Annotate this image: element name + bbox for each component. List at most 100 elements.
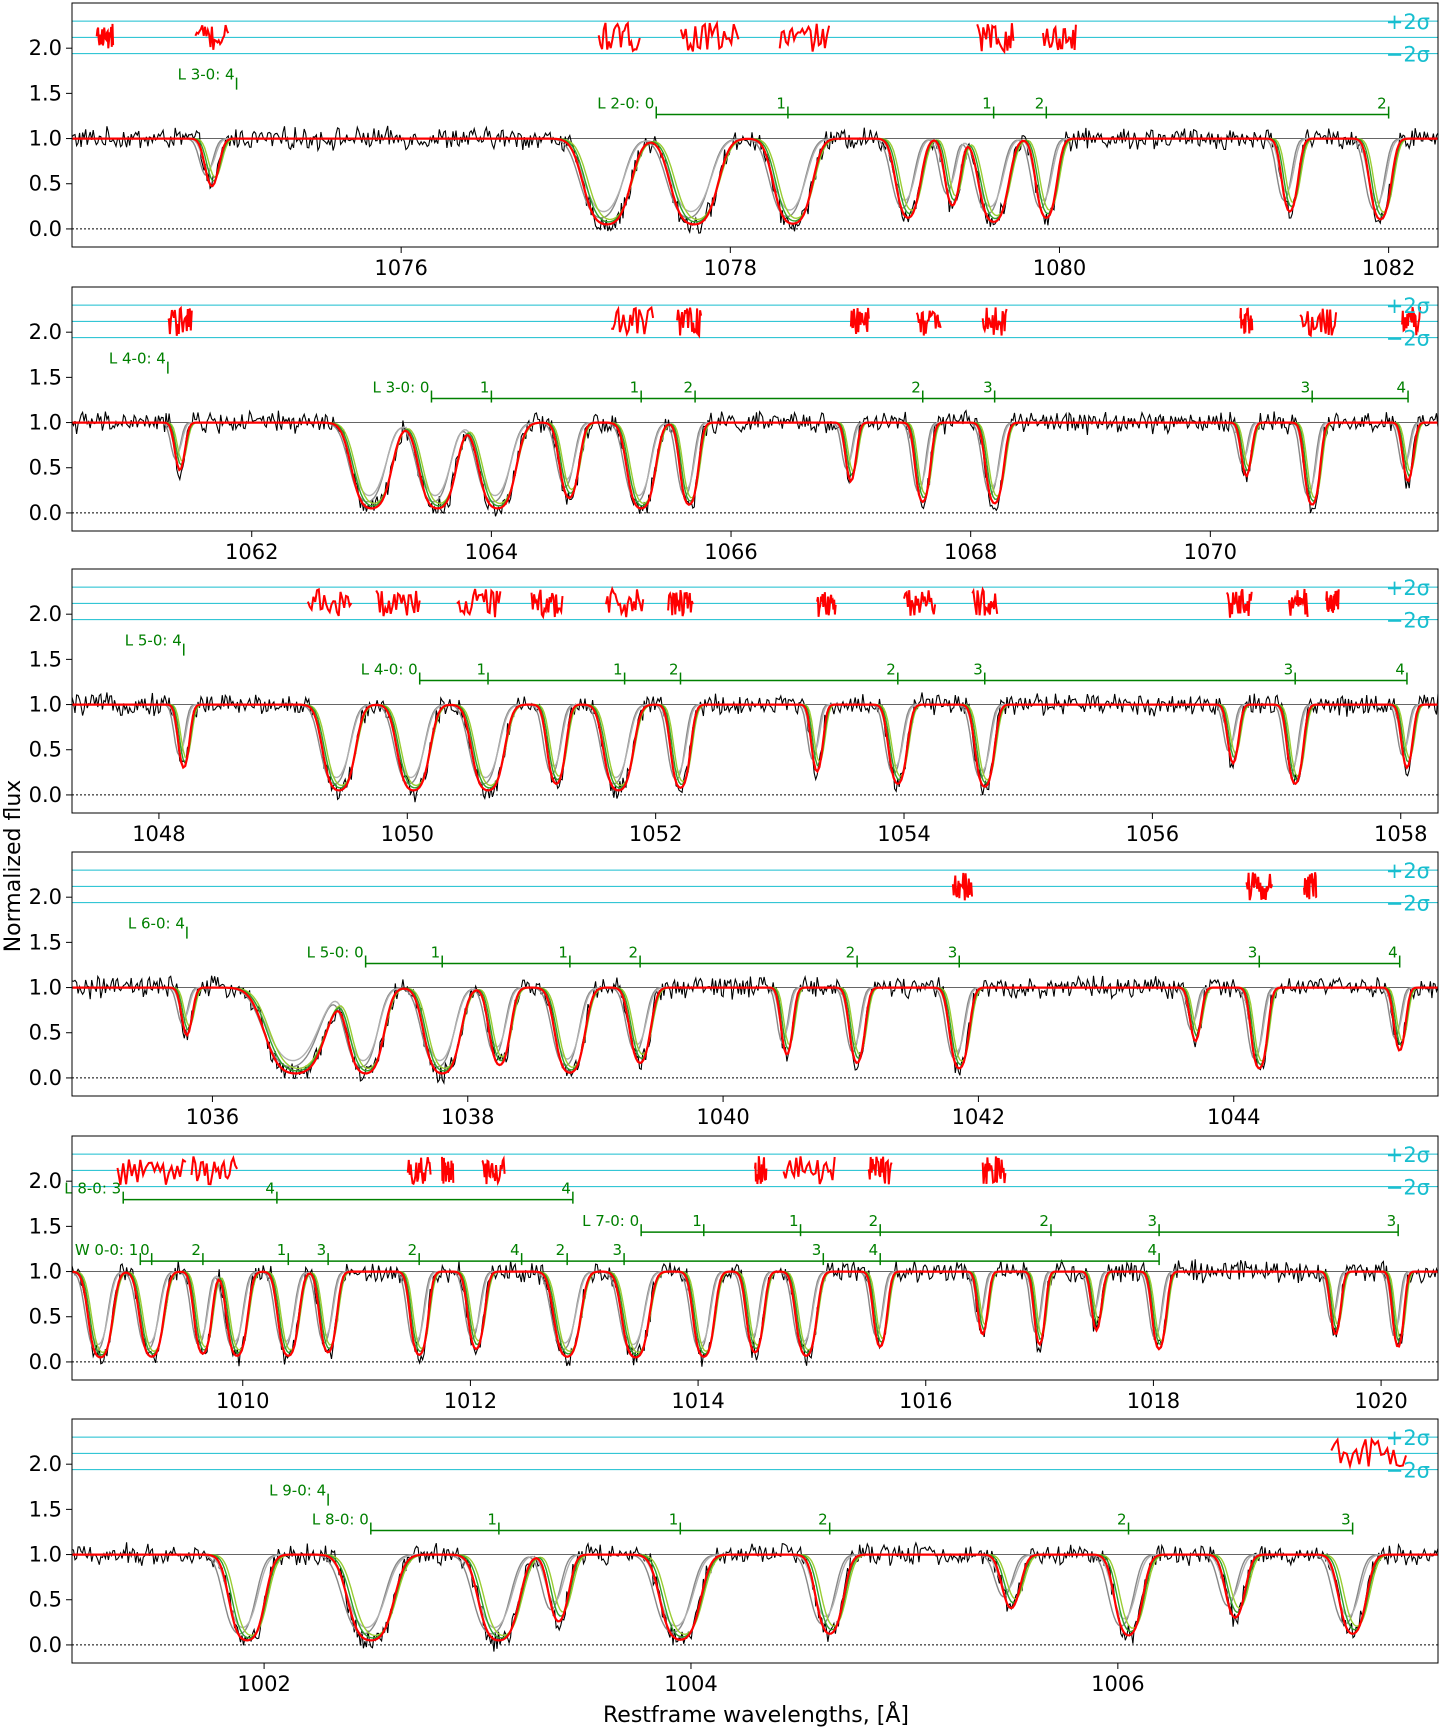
x-tick-label: 1058: [1374, 822, 1427, 846]
residual-segment: [981, 307, 1008, 336]
line-label: 3: [1341, 1511, 1351, 1529]
line-label: 1: [480, 379, 490, 397]
residual-segment: [441, 1156, 455, 1184]
line-label: L 8-0: 0: [312, 1511, 369, 1529]
y-tick-label: 1.0: [29, 693, 62, 717]
panel-plot-area: [72, 585, 1438, 803]
line-label: L 6-0: 4: [128, 915, 185, 933]
line-label: 3: [1301, 379, 1311, 397]
y-tick-label: 2.0: [29, 602, 62, 626]
x-tick-label: 1006: [1091, 1672, 1144, 1696]
residual-segment: [816, 592, 837, 617]
line-label: 2: [818, 1511, 828, 1529]
component-gray-a: [72, 137, 1438, 219]
x-tick-label: 1048: [132, 822, 185, 846]
x-tick-label: 1002: [237, 1672, 290, 1696]
y-tick-label: 2.0: [29, 320, 62, 344]
x-tick-label: 1040: [696, 1105, 749, 1129]
residual-segment: [971, 586, 999, 616]
y-tick-label: 1.5: [29, 930, 62, 954]
x-tick-label: 1036: [186, 1105, 239, 1129]
line-label: 2: [191, 1241, 201, 1259]
line-label: 4: [265, 1180, 275, 1198]
panel-3: L 5-0: 4 L 4-0: 0 1 1 2 2 3 3 4 +2σ −2σ 0.0 0.5 1.0 1.…: [29, 568, 1439, 846]
line-label: 3: [317, 1241, 327, 1259]
residual-segment: [194, 24, 230, 50]
residual-segment: [375, 590, 421, 617]
total-model: [72, 421, 1438, 510]
residual-segment: [190, 1154, 238, 1186]
panel-frame: [71, 1418, 1439, 1664]
y-tick-label: 0.5: [29, 1305, 62, 1329]
x-tick-label: 1052: [629, 822, 682, 846]
y-tick-label: 1.5: [29, 365, 62, 389]
y-tick-label: 0.5: [29, 1021, 62, 1045]
sigma-minus-label: −2σ: [1386, 1459, 1430, 1483]
line-label: 4: [510, 1241, 520, 1259]
residual-segment: [481, 1155, 506, 1187]
line-label: 3: [973, 661, 983, 679]
panel-frame: [71, 286, 1439, 532]
x-tick-label: 1044: [1207, 1105, 1260, 1129]
line-label: L 4-0: 4: [109, 350, 166, 368]
panel-frame: [71, 851, 1439, 1097]
y-tick-label: 0.5: [29, 456, 62, 480]
component-gray-a: [72, 421, 1438, 503]
line-label: 1: [789, 1212, 799, 1230]
line-label: L 3-0: 0: [372, 379, 429, 397]
line-label: 3: [983, 379, 993, 397]
line-label: 1: [630, 379, 640, 397]
x-tick-label: 1062: [225, 540, 278, 564]
residual-segment: [1325, 589, 1340, 613]
residual-segment: [976, 23, 1015, 55]
line-label: 2: [1377, 95, 1387, 113]
x-tick-label: 1064: [465, 540, 518, 564]
residual-segment: [679, 19, 740, 52]
residual-segment: [981, 1156, 1007, 1185]
component-gray-a: [72, 703, 1438, 785]
residual-segment: [1225, 588, 1253, 618]
sigma-minus-label: −2σ: [1386, 43, 1430, 67]
residual-segment: [676, 307, 703, 339]
line-label: 4: [1148, 1241, 1158, 1259]
y-tick-label: 1.0: [29, 976, 62, 1000]
y-tick-label: 1.5: [29, 81, 62, 105]
y-tick-label: 1.5: [29, 647, 62, 671]
residual-segment: [849, 307, 870, 334]
observed-spectrum: [72, 974, 1438, 1085]
panel-plot-area: [72, 304, 1438, 517]
y-tick-label: 0.5: [29, 738, 62, 762]
residual-segment: [530, 589, 564, 620]
line-label: 2: [629, 944, 639, 962]
residual-segment: [1042, 24, 1077, 51]
total-model: [72, 137, 1438, 226]
line-label: 4: [869, 1241, 879, 1259]
sigma-plus-label: +2σ: [1386, 576, 1430, 600]
line-label: 1: [487, 1511, 497, 1529]
residual-segment: [116, 1158, 187, 1185]
line-label: L 2-0: 0: [597, 95, 654, 113]
y-tick-label: 0.0: [29, 217, 62, 241]
line-label: 3: [1387, 1212, 1397, 1230]
panels-group: L 3-0: 4 L 2-0: 0 1 1 2 2 +2σ −2σ 0.0 0.5 1.0 1.5 2.…: [29, 2, 1439, 1696]
line-label: 4: [561, 1180, 571, 1198]
panel-frame: [71, 2, 1439, 248]
y-tick-label: 0.0: [29, 501, 62, 525]
residual-segment: [597, 21, 641, 53]
component-green: [72, 421, 1438, 507]
x-tick-label: 1078: [704, 256, 757, 280]
y-tick-label: 2.0: [29, 885, 62, 909]
line-label: L 3-0: 4: [178, 66, 235, 84]
x-tick-label: 1068: [944, 540, 997, 564]
residual-segment: [1299, 308, 1338, 338]
y-tick-label: 1.0: [29, 411, 62, 435]
x-tick-label: 1018: [1127, 1389, 1180, 1413]
component-lightgreen: [72, 137, 1438, 221]
x-tick-label: 1082: [1362, 256, 1415, 280]
component-lightgreen: [72, 421, 1438, 505]
component-gray-b: [72, 421, 1438, 497]
component-green: [72, 137, 1438, 223]
sigma-minus-label: −2σ: [1386, 327, 1430, 351]
x-tick-label: 1080: [1033, 256, 1086, 280]
